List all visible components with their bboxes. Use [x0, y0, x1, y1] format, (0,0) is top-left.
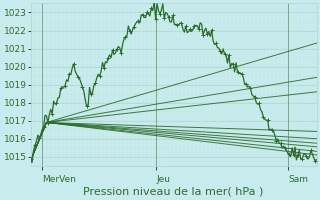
X-axis label: Pression niveau de la mer( hPa ): Pression niveau de la mer( hPa ) — [84, 187, 264, 197]
